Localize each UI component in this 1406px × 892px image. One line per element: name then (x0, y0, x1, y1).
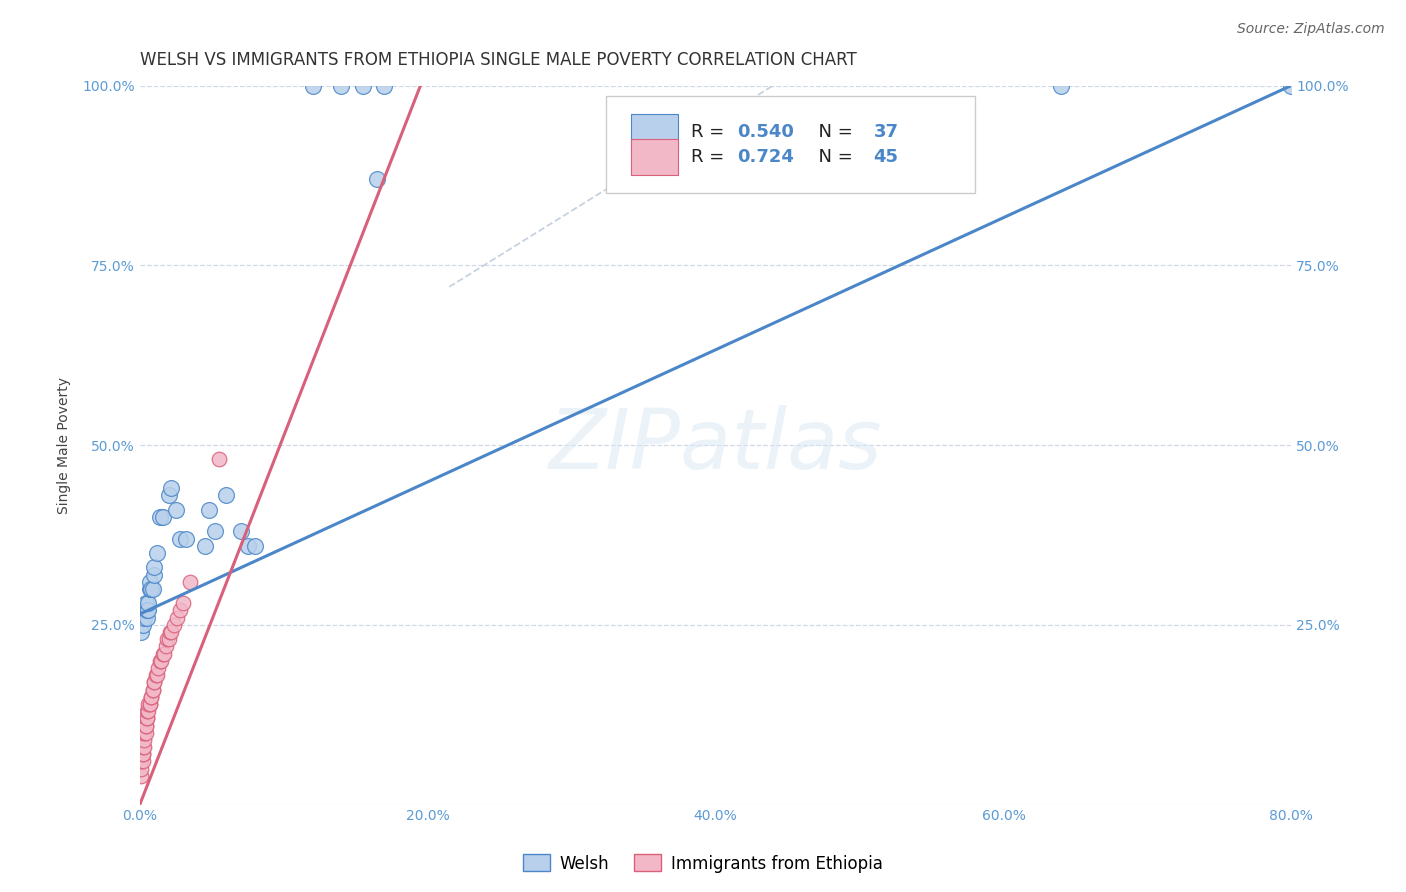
Point (135, 725, 157, 739)
Point (131, 747, 153, 762)
FancyBboxPatch shape (631, 139, 678, 176)
Point (301, 78, 323, 93)
Point (139, 697, 162, 711)
Point (132, 740, 155, 755)
Point (208, 452, 231, 467)
Point (138, 596, 160, 610)
Point (193, 539, 215, 553)
Point (148, 661, 170, 675)
Point (166, 610, 188, 624)
Point (150, 654, 173, 668)
Point (160, 481, 183, 495)
Point (139, 582, 162, 596)
FancyBboxPatch shape (606, 96, 974, 194)
Point (132, 725, 155, 739)
Point (142, 682, 165, 697)
Point (155, 640, 177, 654)
Point (163, 617, 186, 632)
Point (169, 603, 191, 617)
Point (352, 78, 374, 93)
Point (136, 711, 159, 725)
Point (132, 725, 155, 739)
Point (153, 647, 176, 661)
Point (172, 596, 194, 610)
Point (136, 711, 159, 725)
Y-axis label: Single Male Poverty: Single Male Poverty (58, 376, 72, 514)
Text: 37: 37 (873, 123, 898, 141)
Point (143, 567, 166, 582)
Point (129, 769, 152, 783)
Point (143, 560, 166, 574)
Point (138, 697, 160, 711)
Point (132, 732, 155, 747)
Point (145, 668, 167, 682)
Point (135, 718, 157, 732)
Point (139, 697, 162, 711)
FancyBboxPatch shape (631, 114, 678, 150)
Point (204, 524, 226, 539)
Point (135, 718, 157, 732)
Text: N =: N = (807, 148, 858, 167)
Text: 0.724: 0.724 (737, 148, 794, 167)
Point (131, 755, 153, 769)
Text: 0.540: 0.540 (737, 123, 794, 141)
Point (129, 625, 152, 640)
Point (156, 632, 179, 647)
Point (157, 632, 180, 647)
Point (138, 603, 160, 617)
Point (174, 532, 197, 546)
Point (135, 603, 157, 617)
Point (142, 582, 165, 596)
Text: R =: R = (692, 148, 730, 167)
Legend: Welsh, Immigrants from Ethiopia: Welsh, Immigrants from Ethiopia (516, 847, 890, 880)
Point (215, 488, 238, 502)
Point (138, 704, 160, 718)
Point (179, 574, 201, 589)
Point (243, 539, 266, 553)
Point (129, 762, 152, 776)
Text: R =: R = (692, 123, 730, 141)
Text: N =: N = (807, 123, 858, 141)
Text: ZIPatlas: ZIPatlas (548, 405, 883, 485)
Point (160, 625, 183, 640)
Point (131, 617, 153, 632)
Text: 45: 45 (873, 148, 898, 167)
Point (229, 524, 252, 539)
Point (131, 747, 153, 762)
Point (143, 675, 166, 690)
Point (141, 582, 163, 596)
Point (143, 675, 166, 690)
Point (129, 755, 152, 769)
Point (131, 740, 153, 755)
Point (136, 610, 159, 624)
Text: WELSH VS IMMIGRANTS FROM ETHIOPIA SINGLE MALE POVERTY CORRELATION CHART: WELSH VS IMMIGRANTS FROM ETHIOPIA SINGLE… (139, 51, 856, 69)
Point (152, 647, 174, 661)
Point (142, 682, 165, 697)
Point (236, 539, 259, 553)
Point (132, 610, 155, 624)
Point (198, 503, 221, 517)
Point (1050, 78, 1073, 93)
Point (135, 596, 157, 610)
Point (146, 668, 169, 682)
Point (141, 690, 163, 704)
Point (159, 625, 181, 640)
Point (152, 510, 174, 524)
Point (1279, 78, 1302, 93)
Point (136, 603, 159, 617)
Point (169, 532, 191, 546)
Point (136, 704, 159, 718)
Point (149, 510, 172, 524)
Text: Source: ZipAtlas.com: Source: ZipAtlas.com (1237, 22, 1385, 37)
Point (330, 78, 353, 93)
Point (139, 574, 162, 589)
Point (149, 654, 172, 668)
Point (165, 503, 187, 517)
Point (157, 488, 180, 502)
Point (373, 78, 395, 93)
Point (141, 690, 163, 704)
Point (146, 546, 169, 560)
Point (366, 172, 388, 186)
